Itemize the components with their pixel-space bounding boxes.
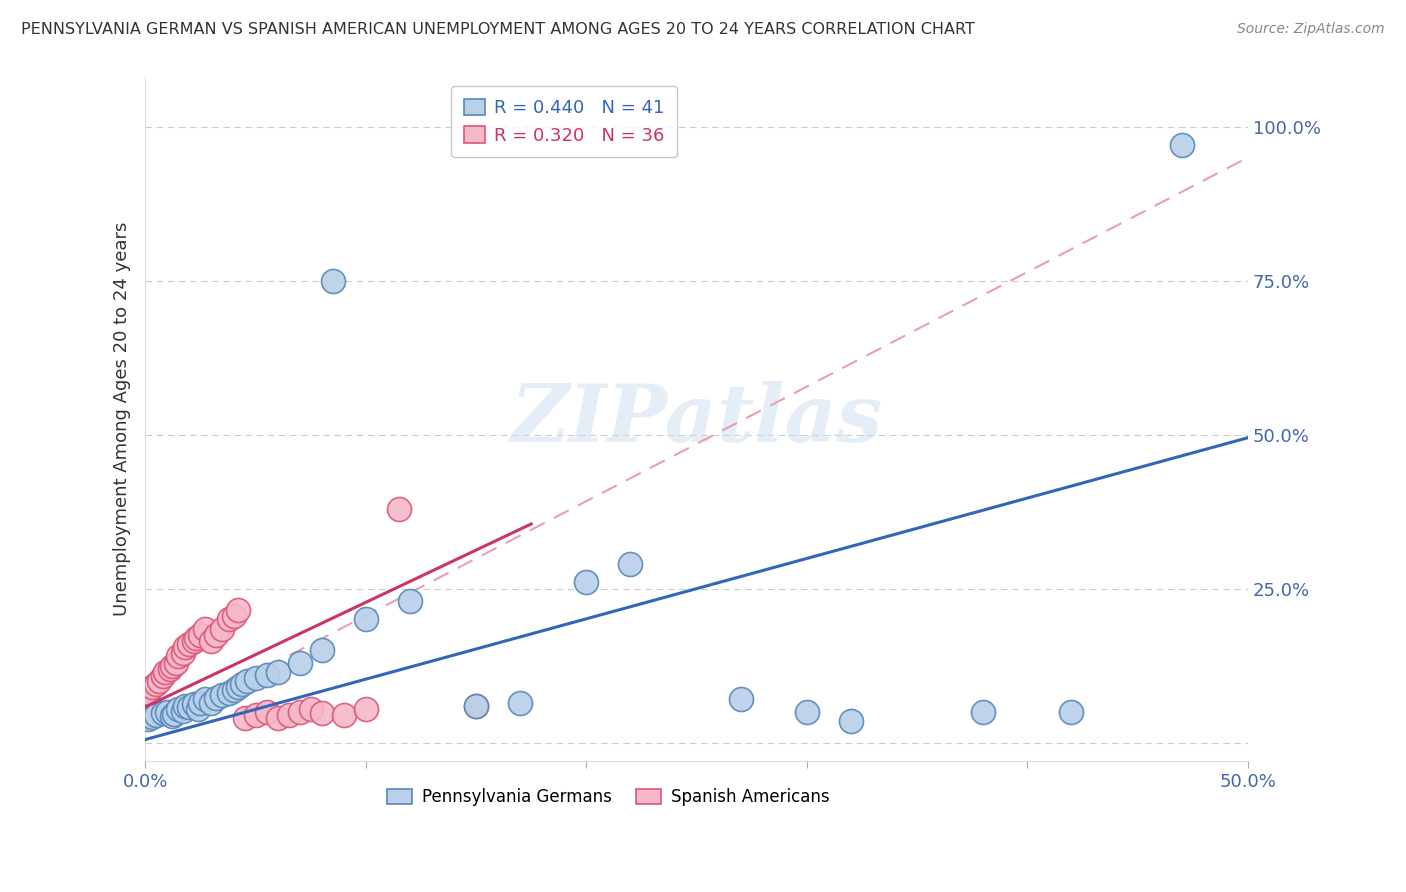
- Point: [205, 628, 228, 642]
- Point: [183, 698, 205, 712]
- Point: [266, 711, 288, 725]
- Point: [174, 698, 197, 713]
- Point: [148, 673, 170, 688]
- Point: [205, 691, 228, 706]
- Point: [136, 712, 159, 726]
- Point: [222, 683, 245, 698]
- Point: [167, 702, 190, 716]
- Point: [179, 637, 201, 651]
- Legend: Pennsylvania Germans, Spanish Americans: Pennsylvania Germans, Spanish Americans: [378, 780, 838, 814]
- Point: [165, 656, 187, 670]
- Point: [233, 711, 256, 725]
- Point: [141, 680, 163, 694]
- Text: Source: ZipAtlas.com: Source: ZipAtlas.com: [1237, 22, 1385, 37]
- Point: [465, 698, 488, 713]
- Point: [200, 696, 222, 710]
- Point: [256, 705, 278, 719]
- Y-axis label: Unemployment Among Ages 20 to 24 years: Unemployment Among Ages 20 to 24 years: [114, 222, 131, 616]
- Point: [354, 702, 377, 716]
- Point: [163, 706, 186, 721]
- Point: [156, 705, 179, 719]
- Point: [266, 665, 288, 679]
- Point: [187, 702, 209, 716]
- Point: [218, 686, 240, 700]
- Point: [465, 698, 488, 713]
- Point: [288, 656, 311, 670]
- Point: [311, 706, 333, 720]
- Point: [136, 686, 159, 700]
- Point: [299, 702, 322, 716]
- Point: [194, 692, 217, 706]
- Point: [619, 557, 641, 571]
- Point: [152, 706, 174, 720]
- Point: [354, 612, 377, 626]
- Point: [235, 673, 257, 688]
- Point: [277, 707, 299, 722]
- Point: [190, 628, 212, 642]
- Point: [152, 669, 174, 683]
- Point: [222, 609, 245, 624]
- Point: [1170, 138, 1192, 153]
- Point: [226, 680, 249, 694]
- Text: PENNSYLVANIA GERMAN VS SPANISH AMERICAN UNEMPLOYMENT AMONG AGES 20 TO 24 YEARS C: PENNSYLVANIA GERMAN VS SPANISH AMERICAN …: [21, 22, 974, 37]
- Point: [399, 594, 422, 608]
- Point: [167, 649, 190, 664]
- Point: [796, 705, 818, 719]
- Point: [839, 714, 862, 728]
- Point: [190, 696, 212, 710]
- Point: [160, 709, 183, 723]
- Point: [575, 575, 598, 590]
- Point: [311, 643, 333, 657]
- Point: [172, 646, 194, 660]
- Point: [388, 501, 411, 516]
- Point: [211, 688, 233, 702]
- Point: [245, 707, 267, 722]
- Point: [322, 274, 344, 288]
- Point: [972, 705, 994, 719]
- Point: [256, 668, 278, 682]
- Point: [141, 710, 163, 724]
- Point: [730, 692, 752, 706]
- Point: [172, 704, 194, 718]
- Point: [200, 634, 222, 648]
- Point: [184, 631, 207, 645]
- Point: [194, 622, 217, 636]
- Point: [159, 662, 181, 676]
- Point: [218, 612, 240, 626]
- Point: [231, 677, 253, 691]
- Point: [211, 622, 233, 636]
- Point: [509, 696, 531, 710]
- Point: [332, 707, 354, 722]
- Point: [153, 665, 176, 679]
- Point: [160, 658, 183, 673]
- Point: [134, 690, 156, 704]
- Text: ZIPatlas: ZIPatlas: [510, 381, 883, 458]
- Point: [288, 705, 311, 719]
- Point: [226, 603, 249, 617]
- Point: [174, 640, 197, 654]
- Point: [145, 707, 167, 722]
- Point: [183, 634, 205, 648]
- Point: [179, 699, 201, 714]
- Point: [145, 677, 167, 691]
- Point: [1060, 705, 1083, 719]
- Point: [245, 671, 267, 685]
